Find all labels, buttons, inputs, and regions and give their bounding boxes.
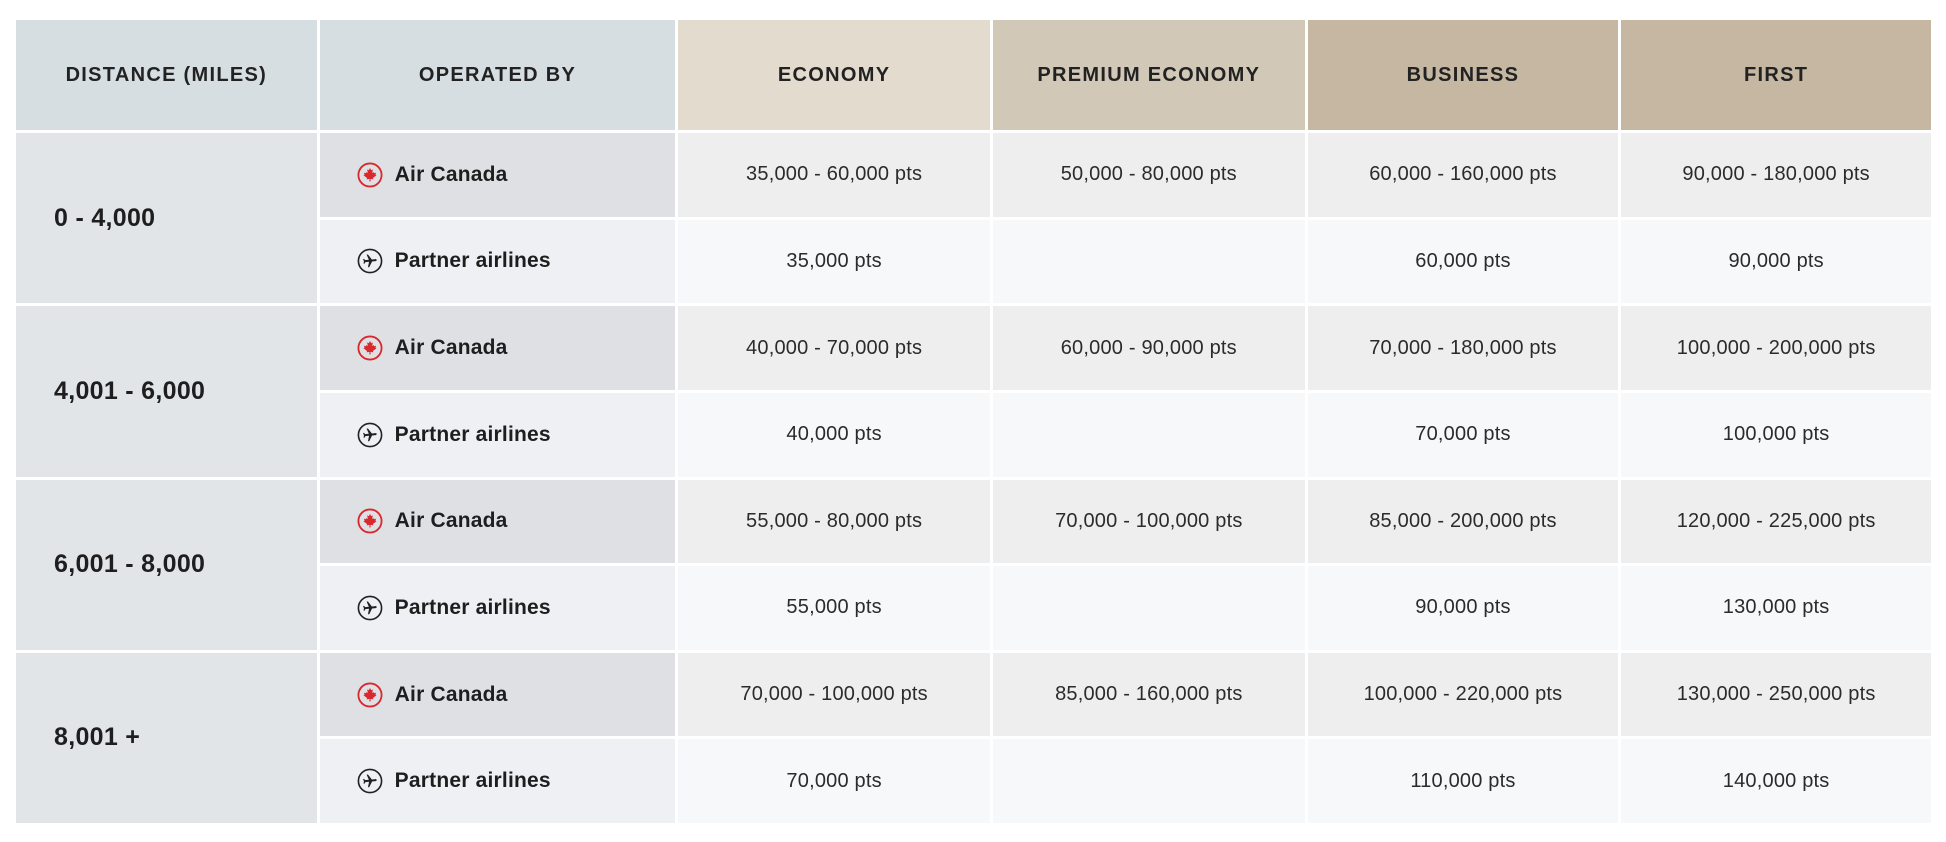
premium-economy-points-cell: 60,000 - 90,000 pts (992, 306, 1305, 390)
operator-cell-air-canada: Air Canada (319, 479, 676, 564)
partner-plane-icon (357, 248, 383, 274)
premium-economy-points-cell: 85,000 - 160,000 pts (992, 652, 1305, 737)
premium-economy-points-cell (992, 219, 1305, 304)
distance-cell: 4,001 - 6,000 (16, 306, 317, 477)
first-points-cell: 100,000 pts (1621, 392, 1931, 477)
business-points-cell: 70,000 - 180,000 pts (1307, 306, 1619, 390)
first-points-cell: 130,000 pts (1621, 566, 1931, 650)
operator-label: Partner airlines (394, 595, 551, 619)
economy-points-cell: 70,000 - 100,000 pts (678, 652, 990, 737)
air-canada-maple-leaf-icon (357, 162, 383, 188)
economy-points-cell: 40,000 - 70,000 pts (678, 306, 990, 390)
first-points-cell: 140,000 pts (1621, 739, 1931, 823)
col-header-premium-economy: PREMIUM ECONOMY (992, 20, 1305, 130)
economy-points-cell: 40,000 pts (678, 392, 990, 477)
distance-cell: 8,001 + (16, 652, 317, 823)
col-header-economy: ECONOMY (678, 20, 990, 130)
operator-cell-partner-airlines: Partner airlines (319, 219, 676, 304)
business-points-cell: 90,000 pts (1307, 566, 1619, 650)
partner-plane-icon (357, 595, 383, 621)
business-points-cell: 100,000 - 220,000 pts (1307, 652, 1619, 737)
col-header-operated-by: OPERATED BY (319, 20, 676, 130)
partner-plane-icon (357, 422, 383, 448)
operator-cell-partner-airlines: Partner airlines (319, 392, 676, 477)
award-chart-table: DISTANCE (MILES) OPERATED BY ECONOMY PRE… (16, 20, 1931, 823)
operator-cell-partner-airlines: Partner airlines (319, 739, 676, 823)
premium-economy-points-cell (992, 392, 1305, 477)
col-header-distance: DISTANCE (MILES) (16, 20, 317, 130)
premium-economy-points-cell: 50,000 - 80,000 pts (992, 133, 1305, 217)
operator-label: Air Canada (394, 336, 508, 360)
first-points-cell: 130,000 - 250,000 pts (1621, 652, 1931, 737)
operator-cell-air-canada: Air Canada (319, 652, 676, 737)
operator-cell-air-canada: Air Canada (319, 133, 676, 217)
premium-economy-points-cell (992, 739, 1305, 823)
premium-economy-points-cell (992, 566, 1305, 650)
business-points-cell: 70,000 pts (1307, 392, 1619, 477)
first-points-cell: 120,000 - 225,000 pts (1621, 479, 1931, 564)
economy-points-cell: 70,000 pts (678, 739, 990, 823)
business-points-cell: 110,000 pts (1307, 739, 1619, 823)
col-header-first: FIRST (1621, 20, 1931, 130)
business-points-cell: 60,000 pts (1307, 219, 1619, 304)
operator-label: Air Canada (394, 162, 508, 186)
business-points-cell: 60,000 - 160,000 pts (1307, 133, 1619, 217)
partner-plane-icon (357, 768, 383, 794)
distance-cell: 6,001 - 8,000 (16, 479, 317, 650)
economy-points-cell: 35,000 - 60,000 pts (678, 133, 990, 217)
business-points-cell: 85,000 - 200,000 pts (1307, 479, 1619, 564)
operator-label: Air Canada (394, 509, 508, 533)
operator-label: Partner airlines (394, 769, 551, 793)
economy-points-cell: 55,000 pts (678, 566, 990, 650)
air-canada-maple-leaf-icon (357, 335, 383, 361)
operator-label: Air Canada (394, 682, 508, 706)
distance-cell: 0 - 4,000 (16, 133, 317, 304)
first-points-cell: 90,000 - 180,000 pts (1621, 133, 1931, 217)
operator-label: Partner airlines (394, 422, 551, 446)
air-canada-maple-leaf-icon (357, 682, 383, 708)
first-points-cell: 100,000 - 200,000 pts (1621, 306, 1931, 390)
economy-points-cell: 55,000 - 80,000 pts (678, 479, 990, 564)
premium-economy-points-cell: 70,000 - 100,000 pts (992, 479, 1305, 564)
col-header-business: BUSINESS (1307, 20, 1619, 130)
operator-label: Partner airlines (394, 249, 551, 273)
economy-points-cell: 35,000 pts (678, 219, 990, 304)
operator-cell-air-canada: Air Canada (319, 306, 676, 390)
air-canada-maple-leaf-icon (357, 508, 383, 534)
operator-cell-partner-airlines: Partner airlines (319, 566, 676, 650)
first-points-cell: 90,000 pts (1621, 219, 1931, 304)
